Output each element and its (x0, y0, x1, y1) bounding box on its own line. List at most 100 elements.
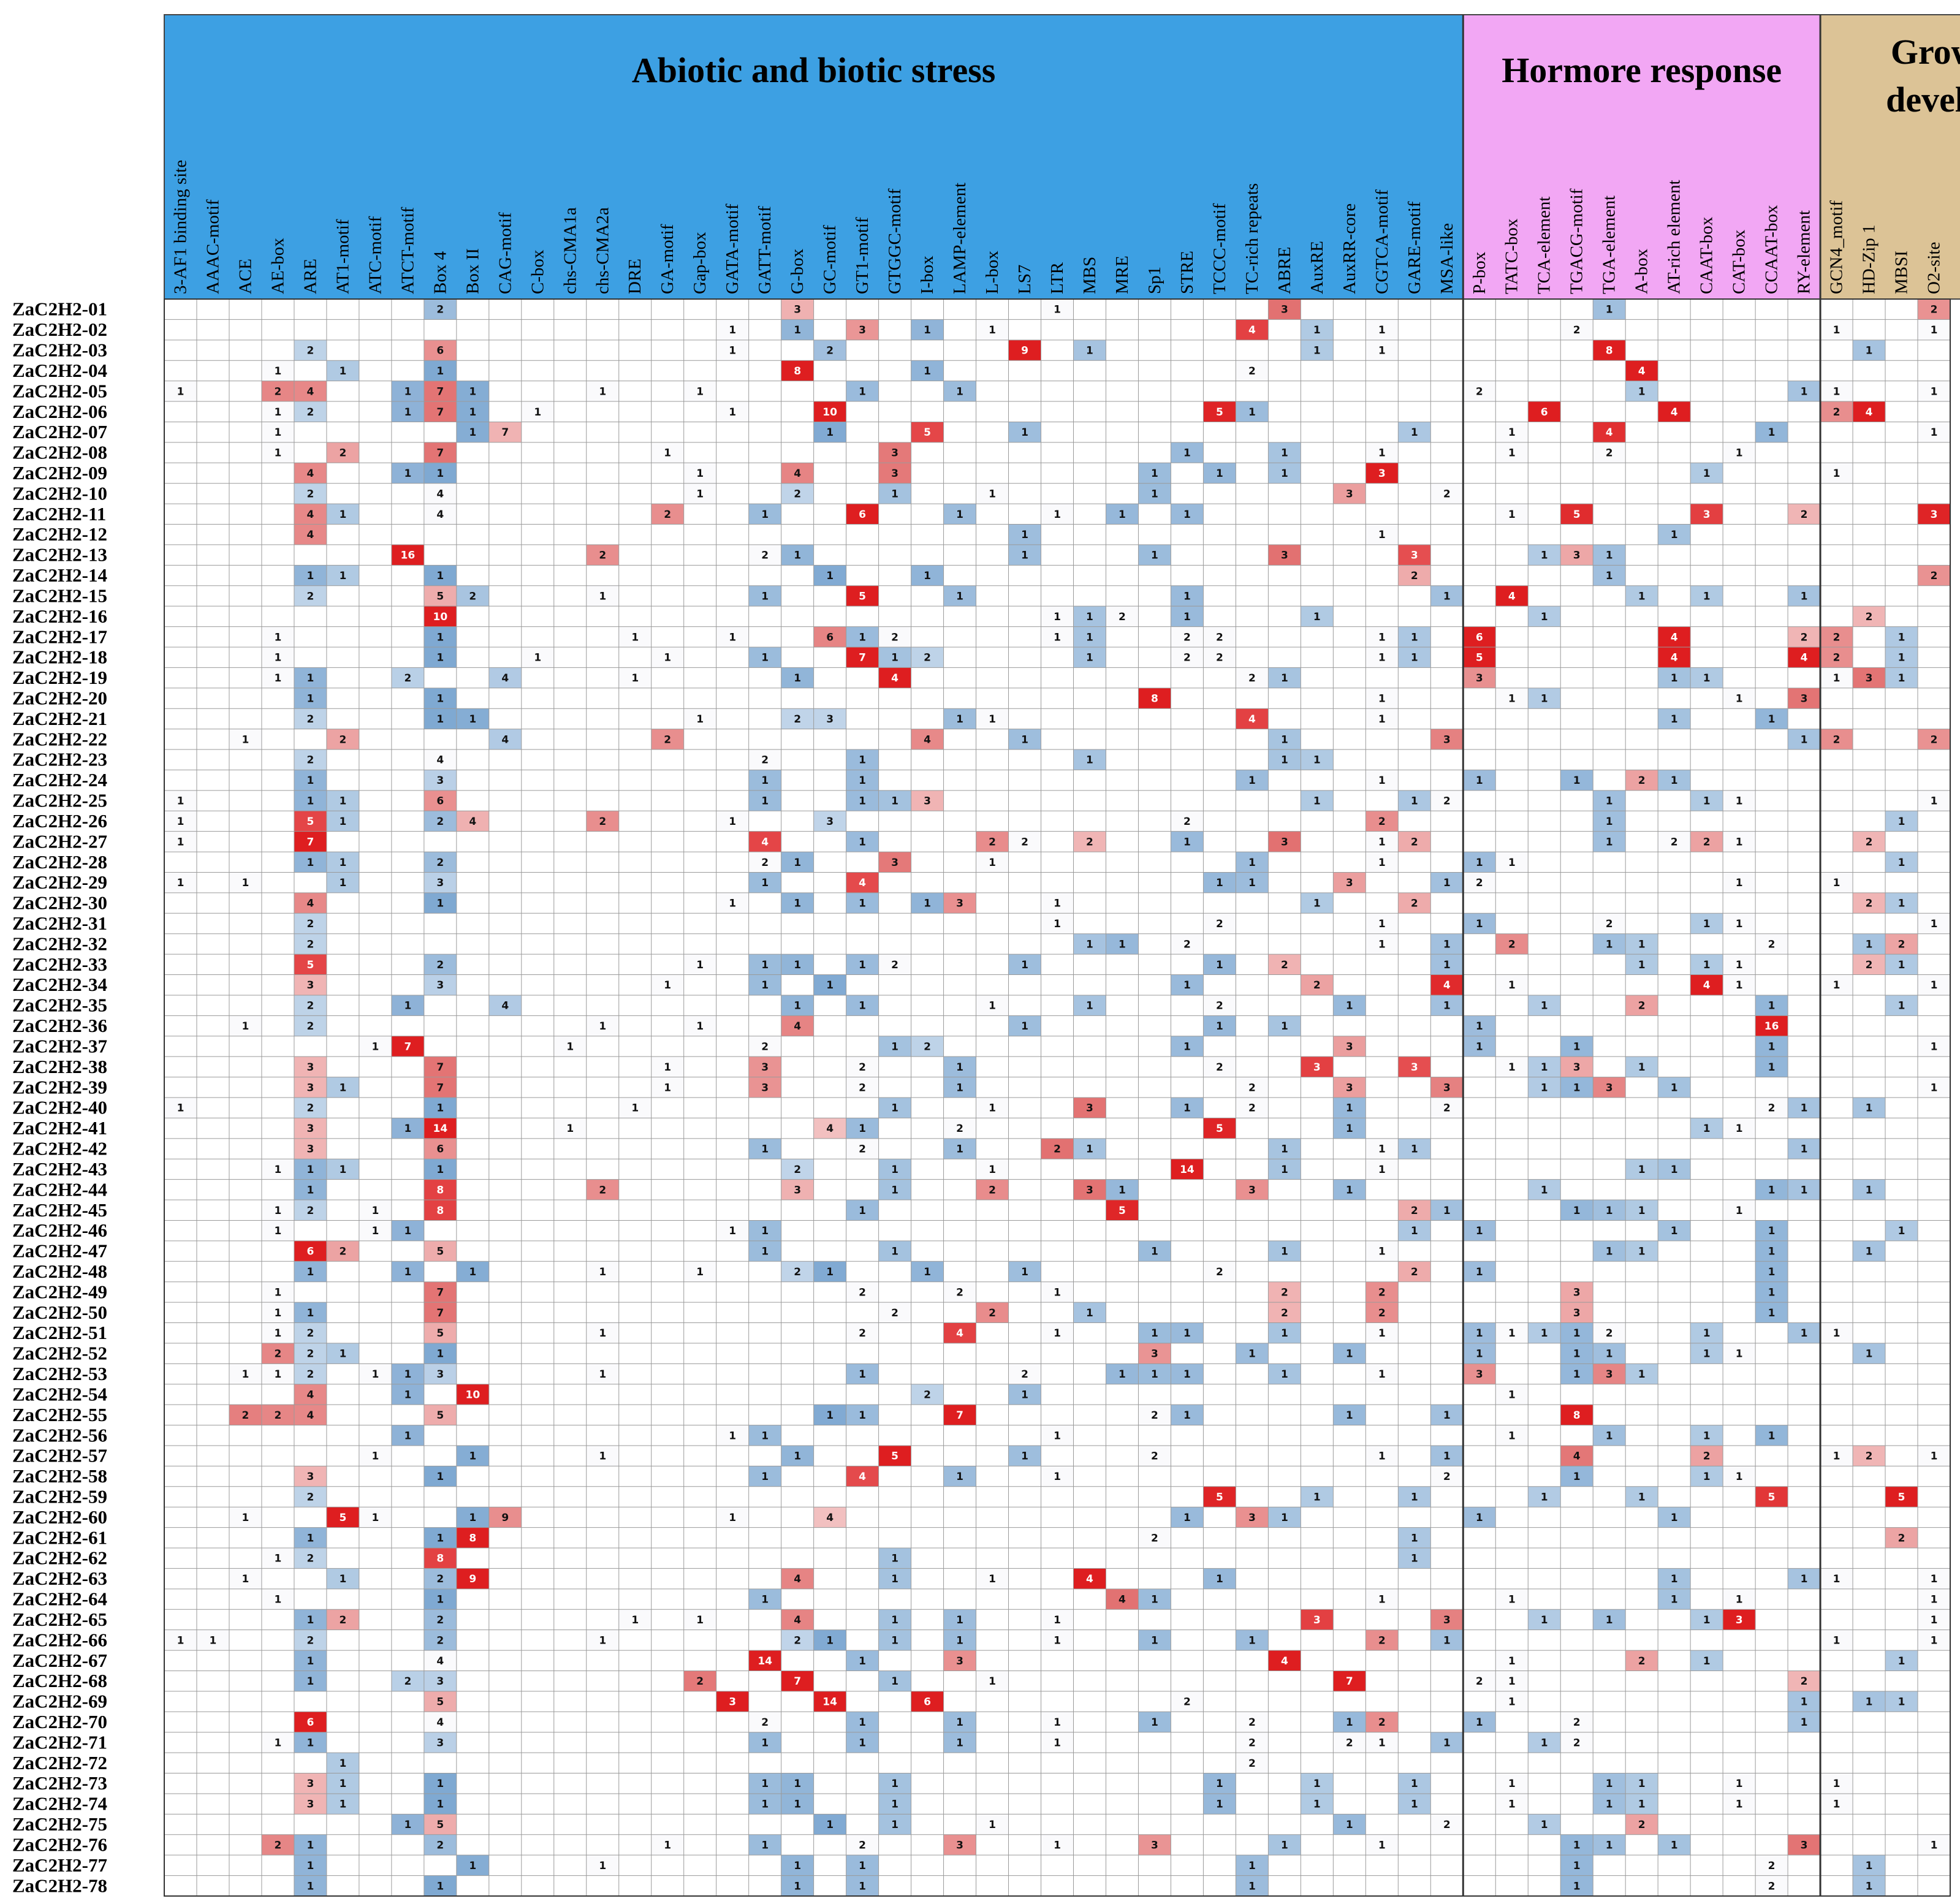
heat-cell (716, 1261, 749, 1282)
cell-value-label: 1 (1378, 836, 1386, 848)
heat-cell (229, 585, 262, 607)
cell-value-label: 1 (1671, 713, 1678, 726)
heat-cell (618, 626, 651, 647)
heat-cell (878, 647, 911, 668)
heat-cell (1106, 831, 1139, 852)
heat-cell (1658, 974, 1691, 995)
row-label-61: ZaC2H2-62 (12, 1547, 107, 1569)
heat-cell (1008, 1200, 1041, 1221)
heat-cell (1885, 504, 1918, 525)
heat-cell (1301, 1200, 1334, 1221)
heat-cell (1853, 585, 1886, 607)
heat-cell (391, 1507, 424, 1528)
heat-cell (1138, 688, 1171, 709)
heat-cell (1366, 1507, 1399, 1528)
heat-cell (1755, 626, 1788, 647)
heat-cell (976, 1793, 1009, 1815)
heat-cell (196, 1384, 229, 1405)
heat-cell (1625, 1405, 1658, 1425)
heat-cell (1560, 1568, 1593, 1589)
heat-cell (1008, 1405, 1041, 1425)
cell-value-label: 2 (1183, 938, 1191, 950)
column-label-18: GATT-motif (755, 206, 775, 294)
cell-value-label: 1 (956, 509, 963, 521)
heat-cell (716, 1507, 749, 1528)
heat-cell (1885, 729, 1918, 750)
heat-cell (229, 1302, 262, 1323)
heat-cell (1820, 667, 1853, 688)
cell-value-label: 2 (1476, 877, 1483, 889)
heat-cell (1463, 852, 1496, 873)
heat-cell (976, 1629, 1009, 1651)
heat-cell (196, 770, 229, 791)
heat-cell (1301, 1445, 1334, 1466)
heat-cell (1398, 1015, 1431, 1036)
heat-cell (1625, 1609, 1658, 1630)
heat-cell (846, 1179, 879, 1200)
heat-cell (1820, 1118, 1853, 1139)
heat-cell (1690, 729, 1723, 750)
heat-cell (1788, 1036, 1821, 1057)
heat-cell (164, 524, 197, 545)
heat-cell (294, 585, 327, 607)
heat-cell (618, 319, 651, 340)
heat-cell (716, 1240, 749, 1262)
heat-cell (1723, 1384, 1756, 1405)
heat-cell (1203, 544, 1236, 566)
heat-cell (618, 667, 651, 688)
heat-cell (1203, 422, 1236, 442)
heat-cell (1301, 1712, 1334, 1732)
heat-cell (878, 1445, 911, 1466)
cell-value-label: 8 (1606, 345, 1613, 357)
heat-cell (1366, 1834, 1399, 1856)
heat-cell (229, 1240, 262, 1262)
heat-cell (1236, 1015, 1269, 1036)
heat-cell (391, 1322, 424, 1343)
heat-cell (1625, 1343, 1658, 1364)
heat-cell (521, 1159, 554, 1180)
heat-cell (813, 1568, 846, 1589)
heat-cell (1853, 1220, 1886, 1241)
heat-cell (553, 401, 587, 422)
heat-cell (1528, 1036, 1561, 1057)
heat-cell (651, 1650, 684, 1671)
cell-value-label: 1 (1833, 877, 1840, 889)
heat-cell (1625, 688, 1658, 709)
heat-cell (1820, 1568, 1853, 1589)
heat-cell (1268, 974, 1301, 995)
heat-cell (943, 954, 976, 975)
heat-cell (618, 1322, 651, 1343)
heat-cell (456, 1773, 489, 1794)
heat-cell (1528, 1261, 1561, 1282)
heat-cell (1723, 524, 1756, 545)
heat-cell (1398, 1712, 1431, 1732)
heat-cell (748, 852, 781, 873)
heat-cell (1723, 933, 1756, 955)
heat-cell (1301, 954, 1334, 975)
heat-cell (1430, 995, 1464, 1016)
heat-cell (1333, 647, 1366, 668)
heat-cell (813, 360, 846, 381)
heat-cell (164, 995, 197, 1016)
heat-cell (1918, 422, 1950, 442)
heat-cell (488, 790, 522, 811)
heat-cell (1593, 1712, 1626, 1732)
heat-cell (164, 1527, 197, 1549)
heat-cell (943, 892, 976, 914)
heat-cell (1755, 1834, 1788, 1856)
heat-cell (683, 974, 716, 995)
cell-value-label: 1 (599, 590, 606, 602)
heat-cell (683, 422, 716, 442)
heat-cell (1690, 299, 1723, 320)
heat-cell (391, 749, 424, 770)
heat-cell (683, 1568, 716, 1589)
heat-cell (1106, 1671, 1139, 1691)
heat-cell (1528, 299, 1561, 320)
heat-cell (1268, 1405, 1301, 1425)
heat-cell (813, 1281, 846, 1303)
cell-value-label: 1 (956, 385, 963, 398)
row-label-66: ZaC2H2-67 (12, 1650, 107, 1671)
heat-cell (1041, 1138, 1074, 1159)
cell-value-label: 1 (599, 1020, 606, 1033)
row-label-52: ZaC2H2-53 (12, 1363, 107, 1384)
